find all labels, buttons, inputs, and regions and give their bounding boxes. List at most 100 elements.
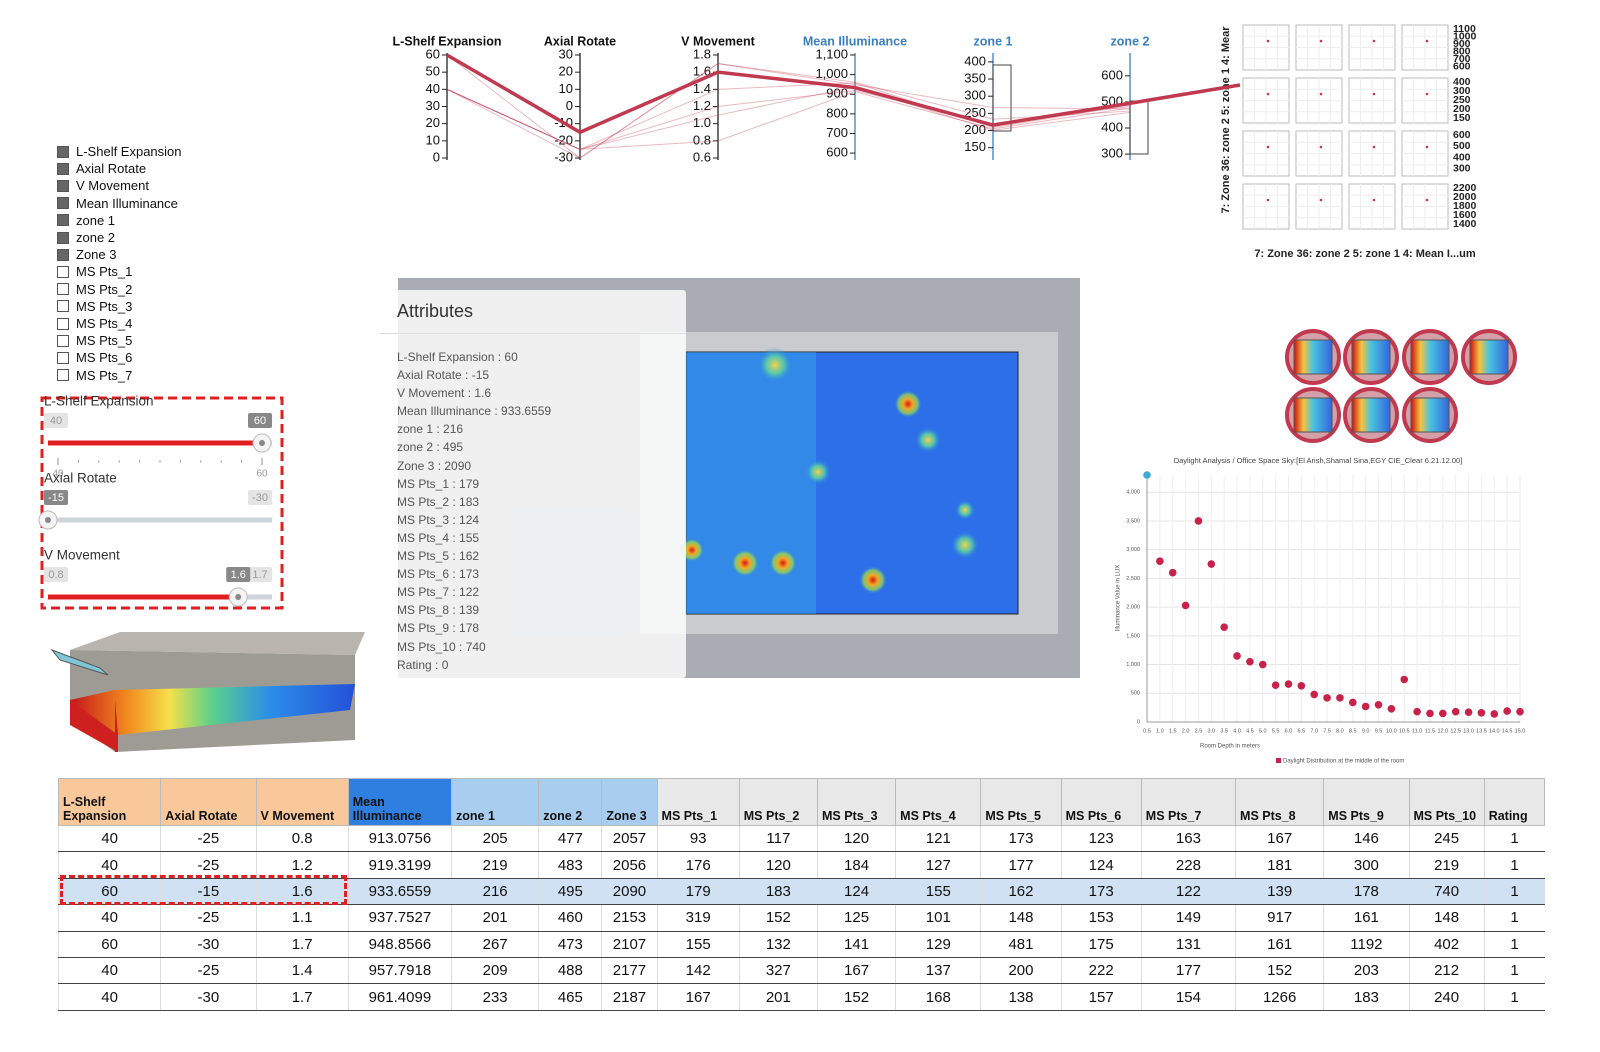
checkbox [57, 283, 69, 296]
checkbox-label: MS Pts_5 [76, 333, 133, 349]
point [1348, 698, 1357, 707]
table-cell: 120 [738, 851, 818, 879]
splom-dot [1425, 39, 1429, 43]
tick-label: 400 [1101, 119, 1123, 134]
table-cell: 138 [980, 983, 1062, 1011]
point [1194, 517, 1203, 525]
point [1503, 707, 1511, 715]
splom-dot [1319, 145, 1323, 149]
table-cell: 40 [57, 957, 161, 985]
checkbox-item[interactable]: Mean Illuminance [57, 195, 178, 212]
room-side [70, 700, 118, 752]
point [1246, 657, 1254, 666]
tick-label: 50 [426, 64, 440, 79]
tick-label: 10 [559, 81, 573, 96]
table-cell: -25 [160, 904, 257, 932]
attribute-item: MS Pts_8 : 139 [397, 603, 480, 618]
table-cell: 167 [1235, 825, 1324, 853]
table-cell: 473 [538, 931, 602, 958]
table-cell: 162 [980, 878, 1062, 906]
slider-badge [248, 567, 272, 582]
x-tick-label: 1.5 [1169, 728, 1177, 734]
x-tick-label: 3.5 [1220, 728, 1228, 734]
table-cell: 173 [980, 825, 1062, 853]
splom-tick-label: 400 [1453, 151, 1471, 163]
thumbnail-image [1351, 397, 1391, 433]
tick-label: 300 [964, 88, 986, 103]
tick-label: -30 [554, 149, 573, 164]
splom-dot [1425, 198, 1429, 202]
tick-label: 1.4 [693, 81, 711, 96]
highlighted-line [446, 53, 1241, 135]
y-tick-label: 2,500 [1126, 576, 1140, 582]
table-cell: 124 [1060, 851, 1142, 879]
x-tick-label: 2.0 [1182, 728, 1190, 734]
checkbox-item[interactable]: MS Pts_3 [57, 298, 132, 315]
checkbox-item[interactable]: MS Pts_1 [57, 263, 132, 280]
table-cell: 184 [816, 851, 896, 879]
table-cell: 173 [1060, 878, 1142, 906]
point [1168, 568, 1177, 577]
checkbox-item[interactable]: MS Pts_7 [57, 367, 132, 384]
splom-dot [1372, 145, 1376, 149]
table-cell: 132 [738, 931, 818, 958]
table-cell: 300 [1323, 851, 1409, 879]
point [1258, 660, 1267, 669]
x-axis-label: Room Depth in meters [1200, 744, 1260, 750]
point [1271, 681, 1280, 690]
splom-tick-label: 1600 [1453, 209, 1477, 221]
splom-tick-label: 150 [1453, 112, 1471, 124]
checkbox-item[interactable]: zone 2 [57, 229, 115, 246]
heat-blob [680, 538, 704, 562]
checkbox-label: MS Pts_2 [76, 281, 133, 297]
checkbox-item[interactable]: MS Pts_5 [57, 332, 132, 349]
table-cell: 460 [538, 904, 602, 932]
column-header: Mean Illuminance [347, 778, 453, 826]
table-cell: 267 [451, 931, 539, 958]
point [1477, 709, 1486, 717]
slider-highlight [40, 396, 284, 610]
column-header: MS Pts_5 [980, 778, 1062, 826]
checkbox-item[interactable]: L-Shelf Expansion [57, 143, 182, 160]
table-cell: 219 [1408, 851, 1485, 879]
checkbox-item[interactable]: MS Pts_2 [57, 281, 132, 298]
table-cell: 465 [538, 983, 602, 1011]
table-cell: -30 [160, 931, 257, 958]
attribute-item: MS Pts_2 : 183 [397, 494, 480, 509]
column-header: MS Pts_7 [1140, 778, 1237, 826]
table-cell: 228 [1140, 851, 1236, 879]
tick-label: 150 [964, 139, 986, 154]
checkbox-item[interactable]: MS Pts_4 [57, 315, 132, 332]
table-cell: 1 [1483, 904, 1545, 932]
splom-dot [1319, 92, 1323, 96]
tick-label: 20 [559, 64, 573, 79]
tick-label: 1,000 [815, 66, 848, 81]
tick-label: 600 [1101, 67, 1123, 82]
x-tick-label: 14.5 [1502, 728, 1513, 734]
checkbox-item[interactable]: MS Pts_6 [57, 349, 132, 366]
table-cell: 117 [738, 825, 818, 853]
checkbox-item[interactable]: V Movement [57, 177, 149, 194]
splom-tick-label: 800 [1453, 45, 1471, 57]
checkbox-item[interactable]: Axial Rotate [57, 160, 146, 177]
point [1400, 675, 1409, 684]
attribute-item: zone 1 : 216 [397, 422, 464, 437]
table-row: 60 -30 1.7 948.8566 267 473 2107 155 132 141 129 48… [57, 931, 1545, 958]
table-cell: 205 [451, 825, 539, 853]
point [1233, 652, 1241, 660]
table-cell: 93 [656, 825, 740, 853]
point [1336, 694, 1344, 702]
table-cell: 957.7918 [347, 957, 452, 985]
x-tick-label: 7.0 [1310, 728, 1318, 734]
checkbox-item[interactable]: zone 1 [57, 212, 115, 229]
checkbox-label: V Movement [76, 178, 149, 194]
checkbox-item[interactable]: Zone 3 [57, 246, 116, 263]
table-cell: 40 [57, 825, 161, 853]
table-cell: 2107 [601, 931, 658, 958]
table-cell: 203 [1323, 957, 1409, 985]
column-header: MS Pts_1 [656, 778, 740, 826]
tick-label: 20 [426, 115, 440, 130]
table-cell: 123 [1060, 825, 1142, 853]
slider-badge [44, 413, 68, 428]
point [1361, 702, 1370, 711]
